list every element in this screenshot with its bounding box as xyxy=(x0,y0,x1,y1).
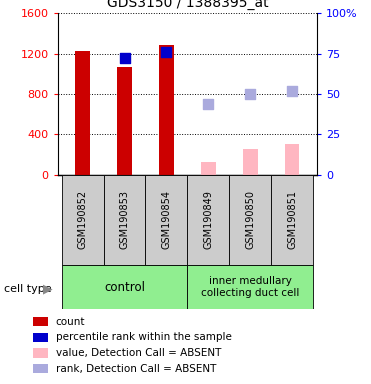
Point xyxy=(205,101,211,107)
Bar xyxy=(33,333,48,342)
Bar xyxy=(33,317,48,326)
Bar xyxy=(243,149,257,175)
Text: GSM190854: GSM190854 xyxy=(161,190,171,249)
Text: rank, Detection Call = ABSENT: rank, Detection Call = ABSENT xyxy=(56,364,216,374)
Bar xyxy=(229,175,271,265)
Point xyxy=(289,88,295,94)
Bar xyxy=(104,175,145,265)
Text: value, Detection Call = ABSENT: value, Detection Call = ABSENT xyxy=(56,348,221,358)
Title: GDS3150 / 1388395_at: GDS3150 / 1388395_at xyxy=(106,0,268,10)
Text: inner medullary
collecting duct cell: inner medullary collecting duct cell xyxy=(201,276,299,298)
Text: GSM190849: GSM190849 xyxy=(203,190,213,249)
Bar xyxy=(62,265,187,309)
Bar xyxy=(33,364,48,373)
Text: GSM190852: GSM190852 xyxy=(78,190,88,249)
Bar xyxy=(62,175,104,265)
Text: cell type: cell type xyxy=(4,284,51,294)
Point xyxy=(122,55,128,61)
Text: count: count xyxy=(56,317,85,327)
Text: percentile rank within the sample: percentile rank within the sample xyxy=(56,332,232,342)
Bar xyxy=(159,45,174,175)
Text: control: control xyxy=(104,281,145,293)
Bar xyxy=(271,175,313,265)
Bar xyxy=(187,175,229,265)
Text: GSM190851: GSM190851 xyxy=(287,190,297,249)
Bar xyxy=(145,175,187,265)
Bar xyxy=(75,51,90,175)
Bar xyxy=(201,162,216,175)
Bar xyxy=(187,265,313,309)
Bar xyxy=(117,67,132,175)
Point xyxy=(164,49,170,55)
Bar xyxy=(33,348,48,358)
Text: ▶: ▶ xyxy=(43,282,52,295)
Bar xyxy=(285,144,299,175)
Text: GSM190853: GSM190853 xyxy=(119,190,129,249)
Point xyxy=(247,91,253,97)
Text: GSM190850: GSM190850 xyxy=(245,190,255,249)
